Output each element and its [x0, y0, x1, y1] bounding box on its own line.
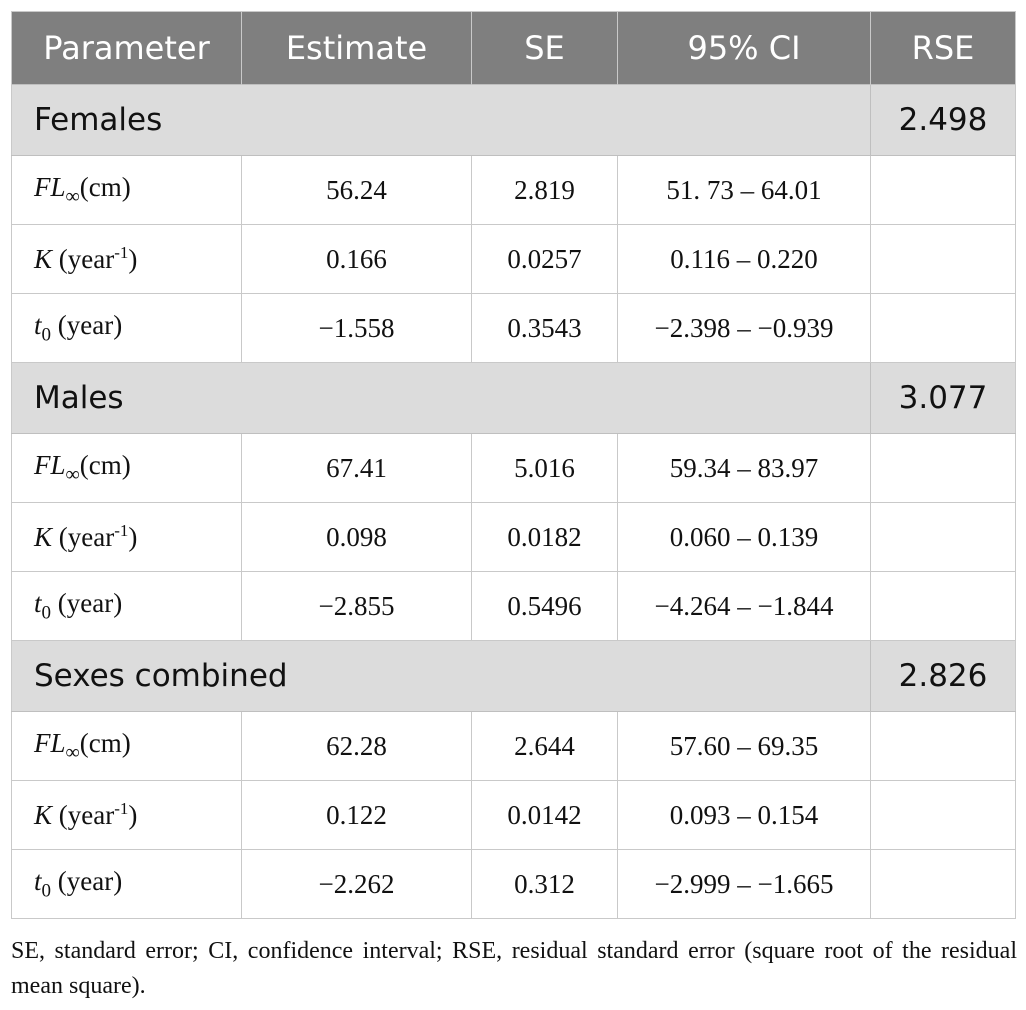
rse-cell	[870, 155, 1016, 225]
header-parameter: Parameter	[11, 11, 242, 85]
group-rse-value: 2.826	[870, 640, 1016, 712]
parameter-cell: t0 (year)t0 (year)	[11, 849, 242, 919]
rse-cell	[870, 293, 1016, 363]
group-label: Sexes combined	[11, 640, 871, 712]
group-label: Males	[11, 362, 871, 434]
rse-cell	[870, 711, 1016, 781]
estimate-cell: 62.28	[241, 711, 472, 781]
se-cell: 0.5496	[471, 571, 618, 641]
group-rse-value: 2.498	[870, 84, 1016, 156]
ci-cell: 51. 73 – 64.01	[617, 155, 871, 225]
parameter-name: FL∞(cm)	[34, 727, 131, 764]
parameter-name: t0 (year)	[34, 865, 123, 902]
group-row: Females 2.498	[11, 84, 1016, 156]
se-cell: 0.312	[471, 849, 618, 919]
estimate-cell: −2.855	[241, 571, 472, 641]
se-cell: 2.644	[471, 711, 618, 781]
rse-cell	[870, 433, 1016, 503]
ci-cell: −2.398 – −0.939	[617, 293, 871, 363]
estimate-cell: 0.166	[241, 224, 472, 294]
rse-cell	[870, 849, 1016, 919]
ci-cell: −2.999 – −1.665	[617, 849, 871, 919]
ci-cell: 0.060 – 0.139	[617, 502, 871, 572]
se-cell: 0.3543	[471, 293, 618, 363]
estimate-cell: 56.24	[241, 155, 472, 225]
parameter-name: t0 (year)	[34, 309, 123, 346]
estimate-cell: 0.122	[241, 780, 472, 850]
parameter-cell: FL∞(cm)FL∞(cm)	[11, 711, 242, 781]
parameter-cell: FL∞(cm)FL∞(cm)	[11, 155, 242, 225]
group-rse-value: 3.077	[870, 362, 1016, 434]
header-estimate: Estimate	[241, 11, 472, 85]
parameter-table: Parameter Estimate SE 95% CI RSE Females…	[11, 11, 1016, 919]
parameter-cell: K (year-1)K (year-1)	[11, 224, 242, 294]
rse-cell	[870, 224, 1016, 294]
parameter-cell: t0 (year)t0 (year)	[11, 571, 242, 641]
parameter-name: K (year-1)	[34, 521, 138, 552]
parameter-name: FL∞(cm)	[34, 449, 131, 486]
table-header: Parameter Estimate SE 95% CI RSE	[11, 11, 1016, 85]
parameter-table-container: Parameter Estimate SE 95% CI RSE Females…	[11, 11, 1016, 919]
header-ci: 95% CI	[617, 11, 871, 85]
table-footnote: SE, standard error; CI, confidence inter…	[11, 938, 1017, 999]
group-row: Males 3.077	[11, 362, 1016, 434]
rse-cell	[870, 502, 1016, 572]
table-body: Females2.498FL∞(cm)FL∞(cm)56.242.81951. …	[11, 84, 1016, 919]
se-cell: 0.0257	[471, 224, 618, 294]
estimate-cell: −1.558	[241, 293, 472, 363]
header-se: SE	[471, 11, 618, 85]
rse-cell	[870, 780, 1016, 850]
ci-cell: 59.34 – 83.97	[617, 433, 871, 503]
parameter-name: K (year-1)	[34, 243, 138, 274]
ci-cell: 57.60 – 69.35	[617, 711, 871, 781]
group-row: Sexes combined 2.826	[11, 640, 1016, 712]
ci-cell: −4.264 – −1.844	[617, 571, 871, 641]
parameter-name: K (year-1)	[34, 799, 138, 830]
estimate-cell: 0.098	[241, 502, 472, 572]
se-cell: 0.0142	[471, 780, 618, 850]
se-cell: 0.0182	[471, 502, 618, 572]
group-label: Females	[11, 84, 871, 156]
header-rse: RSE	[870, 11, 1016, 85]
header-row: Parameter Estimate SE 95% CI RSE	[11, 11, 1016, 85]
parameter-name: FL∞(cm)	[34, 171, 131, 208]
ci-cell: 0.116 – 0.220	[617, 224, 871, 294]
se-cell: 2.819	[471, 155, 618, 225]
rse-cell	[870, 571, 1016, 641]
parameter-name: t0 (year)	[34, 587, 123, 624]
ci-cell: 0.093 – 0.154	[617, 780, 871, 850]
parameter-cell: FL∞(cm)FL∞(cm)	[11, 433, 242, 503]
se-cell: 5.016	[471, 433, 618, 503]
estimate-cell: 67.41	[241, 433, 472, 503]
estimate-cell: −2.262	[241, 849, 472, 919]
parameter-cell: K (year-1)K (year-1)	[11, 502, 242, 572]
parameter-cell: t0 (year)t0 (year)	[11, 293, 242, 363]
parameter-cell: K (year-1)K (year-1)	[11, 780, 242, 850]
